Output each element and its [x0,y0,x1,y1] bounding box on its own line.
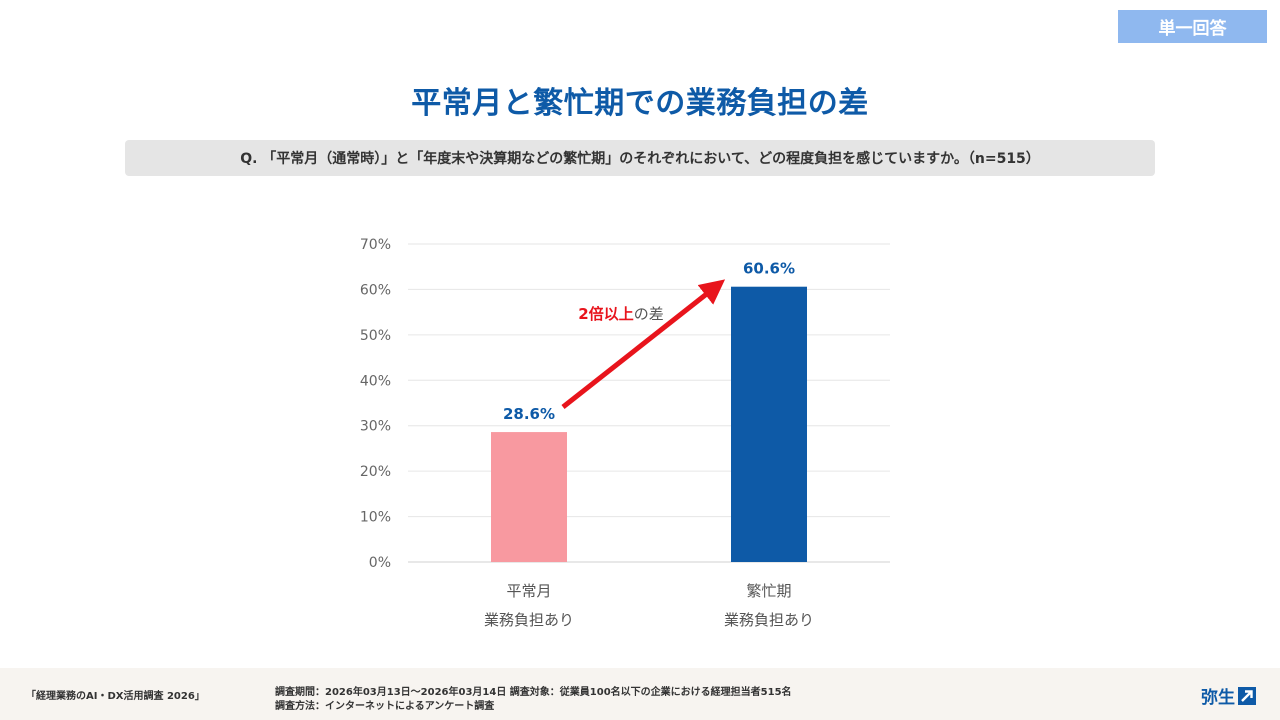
data-label: 60.6% [743,260,795,278]
y-tick-label: 50% [360,328,391,344]
increase-arrow [561,279,726,409]
x-tick-label: 業務負担あり [724,611,814,629]
bar [731,286,807,562]
difference-annotation: 2倍以上の差 [578,305,663,323]
survey-name: 「経理業務のAI・DX活用調査 2026」 [26,691,205,702]
logo-text: 弥生 [1201,688,1235,708]
question-text: Q. 「平常月（通常時）」と「年度末や決算期などの繁忙期」のそれぞれにおいて、ど… [125,140,1155,176]
difference-suffix: の差 [634,305,664,323]
y-tick-label: 10% [360,510,391,526]
bar [491,432,567,562]
survey-info: 調査期間：2026年03月13日〜2026年03月14日 調査対象：従業員100… [275,686,792,714]
survey-method: 調査方法：インターネットによるアンケート調査 [275,701,495,712]
survey-period: 調査期間：2026年03月13日〜2026年03月14日 調査対象：従業員100… [275,687,792,698]
yayoi-logo: 弥生 [1201,683,1256,708]
y-tick-label: 0% [369,555,391,571]
x-tick-label: 繁忙期 [746,582,791,600]
y-tick-label: 20% [360,464,391,480]
y-tick-label: 40% [360,373,391,389]
x-tick-label: 業務負担あり [484,611,574,629]
arrow-up-right-icon [1238,686,1256,705]
y-tick-label: 70% [360,237,391,253]
x-tick-label: 平常月 [506,582,551,600]
difference-highlight: 2倍以上 [578,305,633,323]
y-tick-label: 60% [360,282,391,298]
data-label: 28.6% [503,405,555,423]
single-answer-badge: 単一回答 [1118,10,1267,43]
footer: 「経理業務のAI・DX活用調査 2026」 調査期間：2026年03月13日〜2… [0,668,1280,720]
page-title: 平常月と繁忙期での業務負担の差 [411,86,869,121]
y-tick-label: 30% [360,419,391,435]
